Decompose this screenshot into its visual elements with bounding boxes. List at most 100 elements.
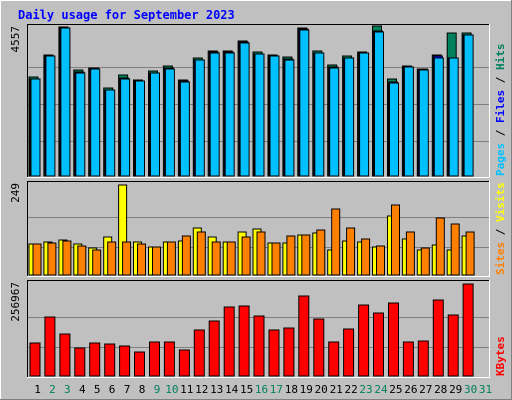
bar-pages-day-23: [359, 52, 370, 177]
bar-kbytes-day-16: [253, 315, 265, 377]
bar-sites-day-23: [361, 238, 371, 276]
x-label-day-12: 12: [195, 383, 208, 396]
bar-pages-day-22: [344, 57, 355, 177]
bar-kbytes-day-6: [104, 343, 116, 377]
panel-top: 4557 Pages / Files / Hits: [9, 24, 507, 178]
bar-pages-day-26: [403, 66, 414, 177]
bar-sites-day-9: [152, 246, 161, 276]
bar-sites-day-15: [241, 236, 251, 276]
x-label-day-18: 18: [285, 383, 298, 396]
bar-pages-day-17: [269, 55, 280, 177]
x-label-day-15: 15: [240, 383, 253, 396]
bar-kbytes-day-10: [163, 341, 175, 377]
x-label-day-16: 16: [255, 383, 268, 396]
bar-pages-day-29: [448, 57, 459, 177]
bar-kbytes-day-24: [373, 312, 384, 377]
x-label-day-5: 5: [94, 383, 101, 396]
x-label-day-25: 25: [389, 383, 402, 396]
bar-kbytes-day-14: [223, 306, 235, 377]
bar-kbytes-day-3: [59, 333, 71, 377]
bar-pages-day-3: [60, 27, 71, 177]
legend-item-files: Files: [494, 90, 507, 123]
bar-pages-day-30: [463, 34, 474, 177]
bar-kbytes-day-7: [119, 345, 131, 377]
bar-sites-day-21: [331, 208, 341, 276]
bar-pages-day-7: [120, 78, 131, 177]
bar-sites-day-14: [226, 241, 236, 276]
bar-sites-day-8: [137, 243, 146, 276]
bar-sites-day-28: [435, 217, 445, 276]
bar-sites-day-17: [271, 242, 281, 276]
bar-pages-day-28: [433, 57, 444, 177]
bar-sites-day-4: [77, 245, 87, 276]
bar-sites-day-12: [196, 231, 206, 276]
legend-item-sites: Sites: [494, 242, 507, 275]
legend-separator: /: [494, 123, 507, 143]
bar-pages-day-10: [164, 68, 175, 177]
x-label-day-19: 19: [300, 383, 313, 396]
bar-pages-day-1: [30, 78, 41, 177]
bar-sites-day-3: [62, 240, 72, 276]
bar-pages-day-12: [194, 59, 205, 177]
bar-pages-day-16: [254, 53, 265, 177]
chart-title: Daily usage for September 2023: [18, 8, 235, 22]
chart-panels: 4557 Pages / Files / Hits 249 Sites / Visit…: [9, 24, 507, 378]
bar-kbytes-day-1: [29, 342, 41, 377]
bar-pages-day-11: [179, 81, 190, 177]
bar-kbytes-day-23: [358, 304, 370, 377]
bar-kbytes-day-25: [388, 302, 399, 377]
bar-sites-day-18: [286, 235, 296, 276]
bar-kbytes-day-15: [238, 305, 250, 377]
bar-pages-day-20: [314, 52, 325, 177]
bar-sites-day-30: [465, 231, 475, 276]
bar-sites-day-13: [211, 241, 221, 276]
bar-pages-day-24: [374, 31, 384, 177]
x-label-day-14: 14: [225, 383, 239, 396]
x-label-day-26: 26: [404, 383, 417, 396]
x-label-day-22: 22: [344, 383, 357, 396]
bar-kbytes-day-13: [208, 320, 220, 377]
x-label-day-8: 8: [139, 383, 146, 396]
x-label-day-29: 29: [449, 383, 462, 396]
x-label-day-10: 10: [165, 383, 178, 396]
bar-sites-day-20: [316, 229, 326, 276]
panel-legend: Sites / Visits: [494, 182, 507, 275]
bar-sites-day-29: [450, 223, 460, 276]
bar-sites-day-10: [166, 241, 176, 276]
bar-sites-day-2: [47, 242, 57, 276]
legend-separator: /: [494, 70, 507, 90]
bar-sites-day-7: [122, 241, 132, 276]
bar-sites-day-11: [181, 235, 191, 276]
bar-kbytes-day-9: [149, 341, 160, 377]
legend-text: Pages / Files / Hits: [494, 44, 507, 177]
bar-kbytes-day-19: [298, 295, 310, 377]
bar-kbytes-day-29: [447, 314, 459, 377]
legend-item-visits: Visits: [494, 182, 507, 222]
legend-item-pages: Pages: [494, 143, 507, 176]
legend-text: Sites / Visits: [494, 182, 507, 275]
x-label-day-17: 17: [270, 383, 283, 396]
legend-text: KBytes: [494, 336, 507, 376]
bar-kbytes-day-30: [462, 283, 474, 377]
x-label-day-9: 9: [154, 383, 161, 396]
bar-kbytes-day-21: [328, 341, 340, 377]
bar-kbytes-day-28: [432, 299, 444, 377]
x-label-day-13: 13: [210, 383, 223, 396]
bar-sites-day-27: [420, 247, 430, 276]
bar-kbytes-day-17: [268, 329, 280, 377]
y-max-label: 4557: [9, 26, 22, 53]
bar-kbytes-day-8: [134, 351, 145, 377]
x-label-day-24: 24: [374, 383, 388, 396]
bar-kbytes-day-5: [89, 342, 101, 377]
x-label-day-27: 27: [419, 383, 432, 396]
x-label-day-31: 31: [479, 383, 492, 396]
bar-kbytes-day-27: [417, 340, 429, 377]
bar-pages-day-2: [45, 55, 56, 177]
y-max-label: 256967: [9, 282, 22, 322]
bar-sites-day-16: [256, 231, 266, 276]
panel-middle: 249 Sites / Visits: [9, 181, 507, 277]
bar-pages-day-14: [224, 52, 235, 177]
x-label-day-23: 23: [359, 383, 372, 396]
bar-sites-day-22: [346, 227, 356, 276]
